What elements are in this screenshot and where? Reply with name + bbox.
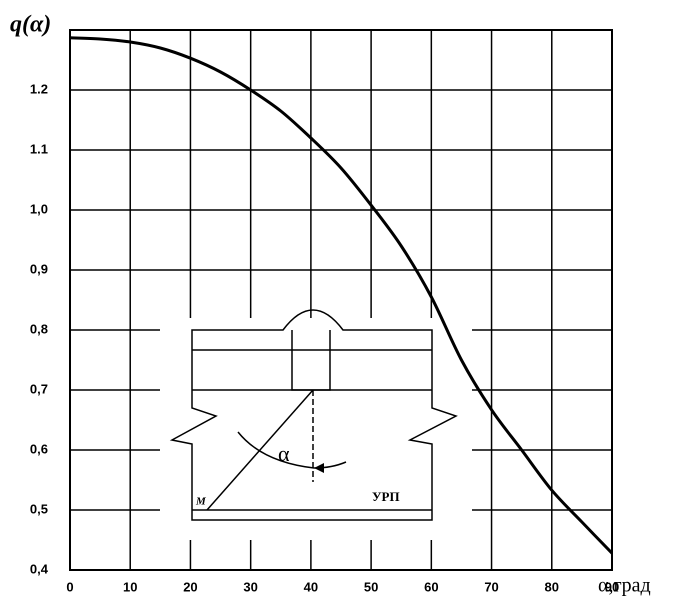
plot-frame: [69, 29, 613, 571]
x-tick-label: 60: [424, 579, 438, 594]
y-tick-label: 0,6: [30, 441, 48, 456]
diagram-line: [169, 309, 458, 521]
diagram-line: [237, 431, 347, 469]
y-tick-label: 1.1: [30, 141, 48, 156]
x-tick-label: 90: [605, 579, 619, 594]
x-tick-label: 70: [484, 579, 498, 594]
x-tick-label: 20: [183, 579, 197, 594]
angle-label: α: [278, 441, 290, 466]
x-tick-label: 0: [66, 579, 73, 594]
x-tick-label: 40: [304, 579, 318, 594]
chart-title: q(α): [10, 12, 51, 38]
x-tick-label: 50: [364, 579, 378, 594]
inset-diagram: α М УРП: [160, 309, 472, 540]
inset-background: [160, 318, 472, 540]
y-tick-label: 0,5: [30, 501, 48, 516]
x-axis-label: α,град: [598, 575, 651, 597]
y-tick-label: 1.2: [30, 81, 48, 96]
y-tick-label: 0,8: [30, 321, 48, 336]
diagram-line: [291, 330, 331, 391]
diagram-line: [206, 389, 314, 511]
x-tick-label: 80: [545, 579, 559, 594]
arrow-head: [314, 463, 324, 473]
y-tick-label: 1,0: [30, 201, 48, 216]
y-tick-label: 0,9: [30, 261, 48, 276]
x-tick-label: 30: [243, 579, 257, 594]
x-tick-label: 10: [123, 579, 137, 594]
data-line: [69, 36, 614, 555]
y-tick-label: 0,7: [30, 381, 48, 396]
point-label: М: [195, 496, 207, 508]
y-tick-label: 0,4: [30, 561, 49, 576]
device-label: УРП: [372, 489, 400, 504]
